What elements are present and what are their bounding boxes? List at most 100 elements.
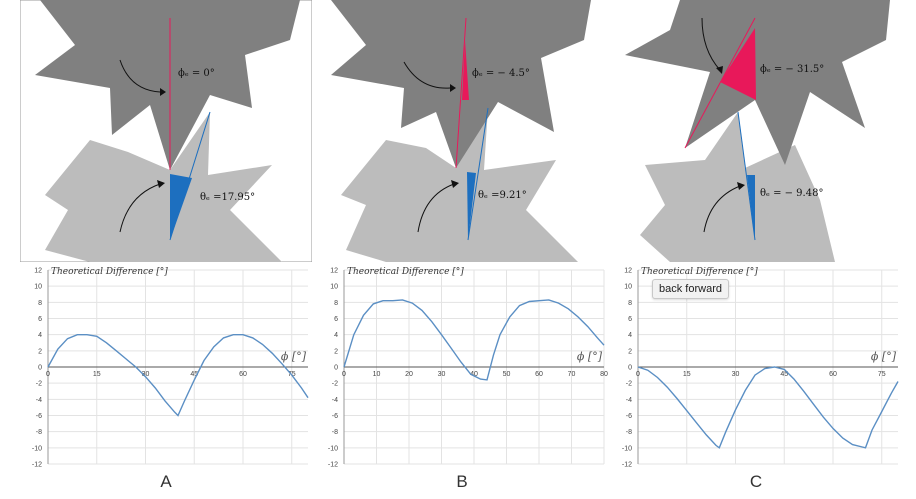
y-tick-label: -2 (36, 381, 42, 388)
arrowhead-bottom (157, 180, 165, 188)
x-tick-label: 80 (600, 371, 608, 378)
rotation-arrow-top (119, 59, 161, 93)
red-reference-line (455, 17, 467, 169)
x-tick-label: 60 (239, 371, 247, 378)
x-tick-label: 0 (636, 371, 640, 378)
x-tick-label: 45 (190, 371, 198, 378)
rotation-arrow-bottom (703, 185, 741, 233)
blue-reference-line (737, 111, 756, 241)
y-tick-label: -2 (626, 381, 632, 388)
y-tick-label: -4 (332, 397, 338, 404)
series-line (343, 299, 605, 381)
y-tick-label: -10 (622, 445, 632, 452)
x-tick-label: 75 (878, 371, 886, 378)
x-tick-label: 0 (342, 371, 346, 378)
y-tick-label: 6 (334, 316, 338, 323)
y-tick-label: -12 (328, 462, 338, 468)
y-tick-label: 4 (334, 332, 338, 339)
blue-reference-line (467, 107, 489, 241)
x-axis-label: ϕ [°] (871, 350, 897, 363)
x-tick-label: 60 (535, 371, 543, 378)
x-tick-label: 45 (780, 371, 788, 378)
arrowhead-bottom (451, 180, 459, 188)
y-tick-label: 12 (330, 268, 338, 275)
panel-b: ϕₑ = − 4.5° θₑ =9.21° -12 -10 -8 -6 -4 -2 0 2 4 6… (316, 0, 608, 499)
y-tick-label: 6 (38, 316, 42, 323)
phi-label: ϕₑ = 0° (178, 68, 215, 79)
y-tick-label: 2 (38, 348, 42, 355)
gear-scene-a: ϕₑ = 0° θₑ =17.95° (20, 0, 312, 262)
panel-a: ϕₑ = 0° θₑ =17.95° -12 -10 -8 -6 -4 -2 0 2 4 6 8 10… (20, 0, 312, 499)
y-tick-label: 10 (34, 284, 42, 291)
arrowhead-top (450, 84, 456, 92)
y-tick-label: -2 (332, 381, 338, 388)
tooltip: back forward (652, 279, 729, 299)
light-gear (45, 112, 282, 262)
theta-label: θₑ =17.95° (200, 192, 255, 203)
arrowhead-top (160, 88, 166, 96)
chart-b: -12 -10 -8 -6 -4 -2 0 2 4 6 8 10 12 0 10 20 30 40 50 60 70 80… (328, 267, 608, 468)
panel-letter-c: C (749, 472, 763, 491)
red-angle-wedge (462, 40, 469, 100)
rotation-arrow-top (403, 61, 451, 89)
phi-label: ϕₑ = − 31.5° (760, 64, 824, 75)
rotation-arrow-bottom (417, 183, 455, 233)
theta-label: θₑ =9.21° (478, 190, 527, 201)
x-tick-label: 20 (405, 371, 413, 378)
dark-gear (331, 0, 591, 168)
rotation-arrow-top (701, 17, 721, 71)
y-tick-label: 8 (334, 300, 338, 307)
x-tick-label: 60 (829, 371, 837, 378)
rotation-arrow-bottom (119, 183, 161, 233)
x-axis-label: ϕ [°] (281, 350, 307, 363)
x-tick-label: 30 (438, 371, 446, 378)
x-tick-label: 30 (142, 371, 150, 378)
y-tick-label: -8 (332, 429, 338, 436)
y-tick-label: -6 (36, 413, 42, 420)
y-tick-label: 4 (38, 332, 42, 339)
y-tick-label: -4 (626, 397, 632, 404)
chart-title: Theoretical Difference [°] (51, 267, 168, 277)
x-tick-label: 40 (470, 371, 478, 378)
y-tick-label: 10 (624, 284, 632, 291)
x-tick-label: 70 (568, 371, 576, 378)
x-tick-label: 15 (683, 371, 691, 378)
y-tick-label: -12 (32, 462, 42, 468)
y-tick-label: 2 (628, 348, 632, 355)
y-tick-label: 6 (628, 316, 632, 323)
arrowhead-bottom (737, 182, 745, 190)
y-tick-label: 0 (38, 365, 42, 372)
chart-title: Theoretical Difference [°] (347, 267, 464, 277)
red-reference-line (684, 17, 756, 149)
y-tick-label: -12 (622, 462, 632, 468)
y-tick-label: 0 (628, 365, 632, 372)
y-tick-label: -4 (36, 397, 42, 404)
x-axis-label: ϕ [°] (577, 350, 603, 363)
panel-letter-a: A (160, 472, 172, 491)
x-tick-label: 0 (46, 371, 50, 378)
panel-letter-b: B (456, 472, 468, 491)
y-tick-label: -6 (626, 413, 632, 420)
y-tick-label: -6 (332, 413, 338, 420)
blue-angle-wedge (747, 175, 755, 240)
blue-angle-wedge (170, 174, 192, 240)
series-line (47, 334, 309, 417)
y-tick-label: -8 (626, 429, 632, 436)
series-line (637, 366, 899, 449)
panel-c: ϕₑ = − 31.5° θₑ = − 9.48° -12 -10 -8 -6 -4 -2… (610, 0, 902, 499)
y-tick-label: 12 (624, 268, 632, 275)
blue-angle-wedge (467, 172, 476, 240)
x-tick-label: 10 (373, 371, 381, 378)
arrowhead-top (716, 66, 723, 74)
y-tick-label: -8 (36, 429, 42, 436)
dark-gear (35, 0, 300, 170)
y-tick-label: 8 (628, 300, 632, 307)
y-tick-label: 4 (628, 332, 632, 339)
gear-scene-c: ϕₑ = − 31.5° θₑ = − 9.48° (610, 0, 902, 262)
gear-scene-b: ϕₑ = − 4.5° θₑ =9.21° (316, 0, 608, 262)
light-gear (341, 108, 578, 262)
red-angle-wedge (720, 28, 756, 100)
theta-label: θₑ = − 9.48° (760, 188, 823, 199)
dark-gear (625, 0, 890, 165)
